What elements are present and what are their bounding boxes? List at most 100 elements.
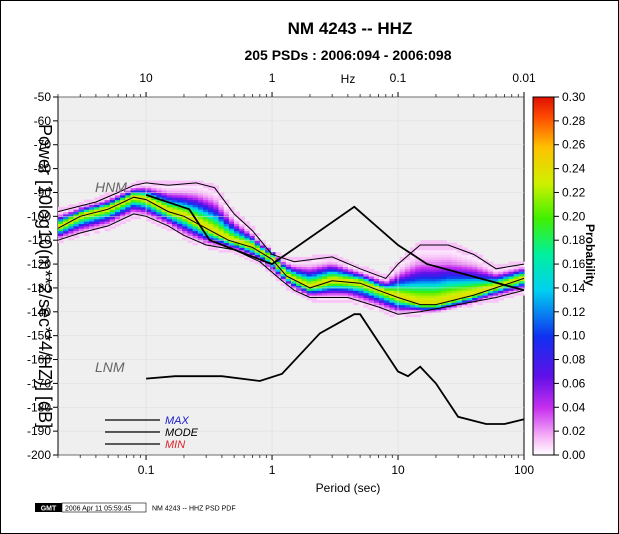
density-cell: [394, 290, 401, 294]
density-cell: [399, 299, 406, 303]
density-cell: [322, 276, 328, 279]
density-cell: [311, 254, 318, 258]
density-cell: [373, 295, 380, 298]
density-cell: [104, 223, 111, 227]
density-cell: [291, 280, 297, 284]
density-cell: [213, 213, 220, 217]
density-cell: [451, 264, 458, 267]
density-cell: [166, 209, 173, 213]
density-cell: [223, 209, 230, 213]
density-cell: [177, 199, 183, 203]
density-cell: [498, 278, 504, 282]
density-cell: [177, 233, 183, 236]
density-cell: [182, 218, 189, 222]
density-cell: [223, 235, 230, 239]
density-cell: [197, 202, 204, 205]
density-cell: [259, 240, 266, 244]
density-cell: [244, 244, 251, 248]
density-cell: [135, 199, 142, 203]
density-cell: [187, 235, 194, 239]
density-cell: [404, 256, 411, 260]
density-cell: [415, 299, 422, 303]
density-cell: [146, 185, 152, 189]
density-cell: [223, 204, 230, 208]
density-cell: [316, 292, 323, 296]
density-cell: [301, 268, 308, 272]
density-cell: [513, 278, 520, 282]
density-cell: [353, 292, 359, 296]
density-cell: [171, 202, 178, 205]
density-cell: [503, 278, 510, 282]
density-cell: [327, 278, 334, 282]
density-cell: [337, 297, 344, 301]
density-cell: [58, 233, 64, 236]
density-cell: [467, 259, 473, 263]
density-cell: [420, 240, 427, 244]
density-cell: [389, 309, 396, 313]
density-cell: [182, 221, 189, 224]
chart-subtitle: 205 PSDs : 2006:094 - 2006:098: [244, 47, 451, 63]
density-cell: [202, 218, 209, 222]
density-cell: [441, 295, 447, 298]
density-cell: [208, 192, 214, 196]
density-cell: [156, 213, 163, 217]
density-cell: [420, 304, 427, 308]
density-cell: [441, 256, 447, 260]
density-cell: [306, 287, 313, 291]
density-cell: [177, 225, 183, 229]
density-cell: [487, 268, 494, 272]
density-cell: [182, 225, 189, 229]
density-cell: [296, 256, 302, 260]
density-cell: [218, 237, 225, 241]
density-cell: [425, 247, 432, 251]
density-cell: [182, 204, 189, 208]
density-cell: [254, 249, 261, 253]
density-cell: [187, 204, 194, 208]
density-cell: [368, 283, 375, 287]
density-cell: [78, 225, 85, 229]
density-cell: [492, 285, 499, 289]
density-cell: [301, 292, 308, 296]
density-cell: [503, 295, 510, 298]
density-cell: [311, 256, 318, 260]
density-cell: [228, 213, 235, 217]
density-cell: [492, 268, 499, 272]
density-cell: [399, 295, 406, 298]
hnm-label: HNM: [95, 179, 127, 195]
density-cell: [306, 297, 313, 301]
density-cell: [394, 278, 401, 282]
density-cell: [161, 194, 168, 198]
density-cell: [415, 307, 422, 310]
density-cell: [265, 252, 271, 256]
density-cell: [472, 302, 478, 306]
curves: [57, 182, 525, 425]
density-cell: [161, 185, 168, 189]
density-cell: [83, 218, 90, 222]
density-cell: [234, 240, 240, 244]
density-cell: [498, 285, 504, 289]
density-cell: [68, 213, 75, 217]
density-cell: [430, 292, 437, 296]
density-cell: [441, 302, 447, 306]
density-cell: [503, 287, 510, 291]
density-cell: [451, 254, 458, 258]
density-cell: [213, 209, 220, 213]
density-cell: [73, 235, 80, 239]
density-cell: [218, 230, 225, 234]
density-cell: [306, 292, 313, 296]
density-cell: [244, 225, 251, 229]
density-cell: [291, 283, 297, 287]
density-cell: [472, 290, 478, 294]
density-cell: [208, 242, 214, 246]
density-cell: [482, 266, 489, 270]
density-cell: [410, 254, 416, 258]
density-cell: [166, 197, 173, 201]
density-cell: [316, 276, 323, 279]
density-cell: [322, 256, 328, 260]
density-cell: [410, 304, 416, 308]
density-cell: [254, 244, 261, 248]
density-cell: [435, 261, 442, 265]
density-cell: [296, 292, 302, 296]
density-cell: [467, 268, 473, 272]
density-cell: [322, 290, 328, 294]
